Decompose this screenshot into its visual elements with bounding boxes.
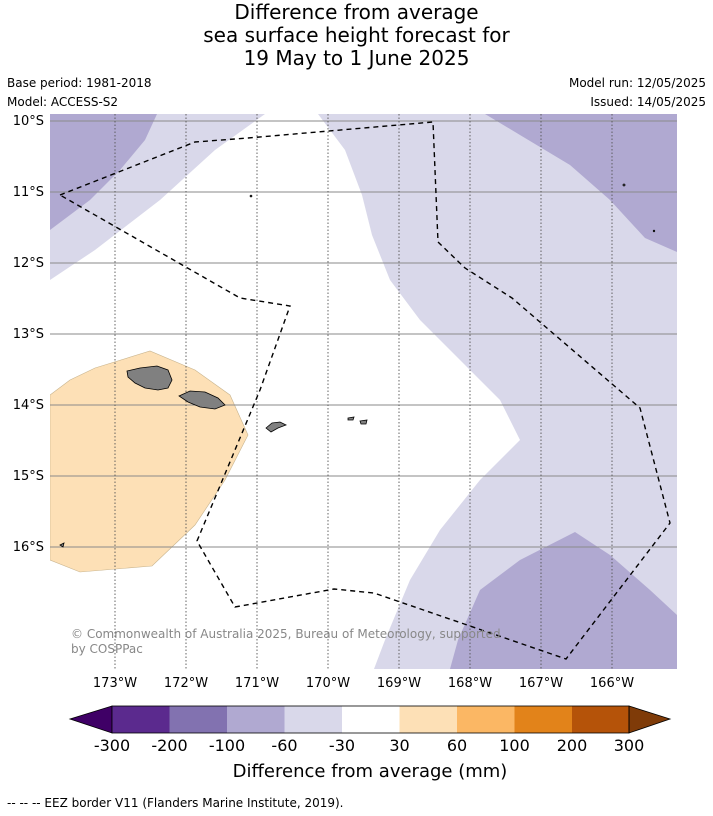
latitude-gridlines: [50, 120, 677, 548]
savaii-island: [126, 365, 173, 391]
manua-island-west: [347, 416, 355, 421]
model-run: Model run: 12/05/2025: [568, 76, 706, 90]
lon-label-172w: 172°W: [164, 676, 208, 691]
colorbar-segment-6: [399, 706, 457, 733]
anomaly-band-neg100-neg60-northeast: [485, 114, 677, 252]
lon-label-168w: 168°W: [448, 676, 492, 691]
colorbar-frame: [111, 705, 630, 734]
colorbar-title: Difference from average (mm): [232, 761, 508, 782]
lon-label-166w: 166°W: [590, 676, 634, 691]
colorbar-segment-8: [514, 706, 572, 733]
colorbar-tick-4: -60: [271, 736, 298, 755]
lat-label-16s: 16°S: [13, 540, 44, 555]
land-masses: [59, 183, 656, 548]
colorbar-tick-7: 60: [446, 736, 468, 755]
islet-east: [652, 229, 656, 233]
lon-label-173w: 173°W: [93, 676, 137, 691]
lon-label-167w: 167°W: [519, 676, 563, 691]
colorbar-tick-6: 30: [389, 736, 410, 755]
lat-label-15s: 15°S: [13, 469, 44, 484]
islet-swains: [249, 194, 253, 198]
eez-borders: [59, 121, 671, 660]
issued-date: Issued: 14/05/2025: [590, 95, 706, 109]
map-title-line-2: sea surface height forecast for: [203, 23, 510, 47]
upolu-island: [178, 390, 226, 410]
islet-southwest: [59, 542, 65, 548]
colorbar-segment-2: [169, 706, 227, 733]
map-plot-area: [50, 114, 677, 669]
colorbar-segment-9: [572, 706, 629, 733]
colorbar: [68, 705, 672, 734]
lat-label-13s: 13°S: [13, 327, 44, 342]
lat-label-14s: 14°S: [13, 398, 44, 413]
anomaly-band-neg100-neg60-northwest: [50, 114, 157, 230]
colorbar-tick-5: -30: [328, 736, 356, 755]
copyright-line-2: by COSPPac: [71, 642, 143, 656]
lat-label-12s: 12°S: [13, 256, 44, 271]
colorbar-extend-low: [68, 705, 113, 734]
longitude-gridlines: [114, 114, 613, 669]
lat-label-10s: 10°S: [13, 114, 44, 129]
colorbar-segment-5: [342, 706, 400, 733]
colorbar-tick-9: 200: [556, 736, 588, 755]
latitude-labels: 10°S 11°S 12°S 13°S 14°S 15°S 16°S: [13, 114, 44, 555]
map-title-line-3: 19 May to 1 June 2025: [243, 46, 470, 70]
model-name: Model: ACCESS-S2: [7, 95, 119, 109]
colorbar-tick-3: -100: [208, 736, 246, 755]
islet-northeast: [622, 183, 626, 187]
colorbar-tick-2: -200: [151, 736, 188, 755]
base-period: Base period: 1981-2018: [7, 76, 152, 90]
colorbar-segment-7: [457, 706, 515, 733]
colorbar-tick-1: -300: [93, 736, 131, 755]
colorbar-segment-3: [227, 706, 285, 733]
colorbar-segment-1: [112, 706, 170, 733]
colorbar-tick-10: 300: [613, 736, 645, 755]
metadata-left: Base period: 1981-2018 Model: ACCESS-S2: [7, 74, 152, 112]
copyright-line-1: © Commonwealth of Australia 2025, Bureau…: [71, 627, 501, 641]
lat-label-11s: 11°S: [13, 185, 44, 200]
lon-label-170w: 170°W: [306, 676, 350, 691]
lon-label-171w: 171°W: [235, 676, 279, 691]
tutuila-island: [265, 421, 287, 433]
metadata-right: Model run: 12/05/2025 Issued: 14/05/2025: [569, 74, 706, 112]
colorbar-segment-4: [284, 706, 342, 733]
longitude-labels: 173°W 172°W 171°W 170°W 169°W 168°W 167°…: [93, 676, 634, 691]
eez-boundary-line: [59, 121, 671, 660]
manua-island-east: [359, 419, 368, 425]
colorbar-tick-8: 100: [499, 736, 530, 755]
lon-label-169w: 169°W: [377, 676, 421, 691]
colorbar-extend-high: [628, 705, 672, 734]
anomaly-band-neg100-neg60-southeast: [450, 532, 677, 669]
eez-footnote: -- -- -- EEZ border V11 (Flanders Marine…: [7, 796, 344, 810]
map-title-line-1: Difference from average: [234, 0, 479, 24]
